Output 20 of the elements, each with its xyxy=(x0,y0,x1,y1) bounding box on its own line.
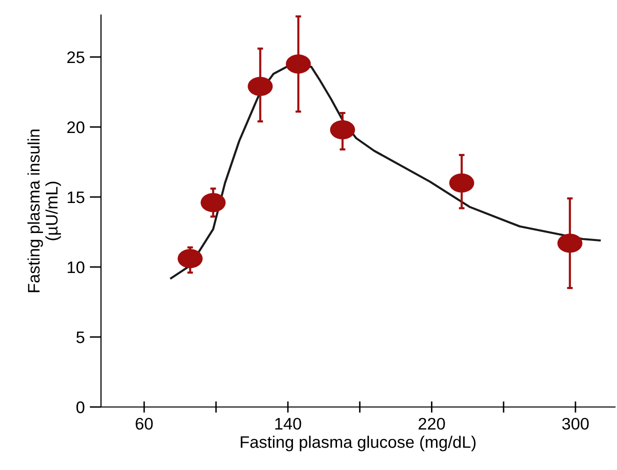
x-axis-title: Fasting plasma glucose (mg/dL) xyxy=(240,436,476,452)
point xyxy=(330,120,356,140)
y-tick-label: 5 xyxy=(76,332,84,344)
point xyxy=(557,234,582,253)
y-tick-label: 15 xyxy=(68,192,84,204)
x-tick-label: 140 xyxy=(275,418,302,430)
y-tick-label: 0 xyxy=(76,401,84,414)
y-tick-label: 20 xyxy=(67,121,84,134)
y-tick-label: 10 xyxy=(68,261,84,274)
y-axis-title: Fasting plasma insulin (µU/mL) xyxy=(27,130,61,292)
point xyxy=(449,173,474,193)
point xyxy=(286,54,311,74)
x-tick-label: 220 xyxy=(418,418,445,430)
x-tick-label: 60 xyxy=(136,418,153,430)
y-tick-label: 25 xyxy=(67,51,84,64)
point xyxy=(200,193,226,212)
point xyxy=(248,76,273,96)
line-series xyxy=(170,64,601,280)
x-tick-label: 300 xyxy=(562,418,589,430)
point xyxy=(178,249,203,268)
